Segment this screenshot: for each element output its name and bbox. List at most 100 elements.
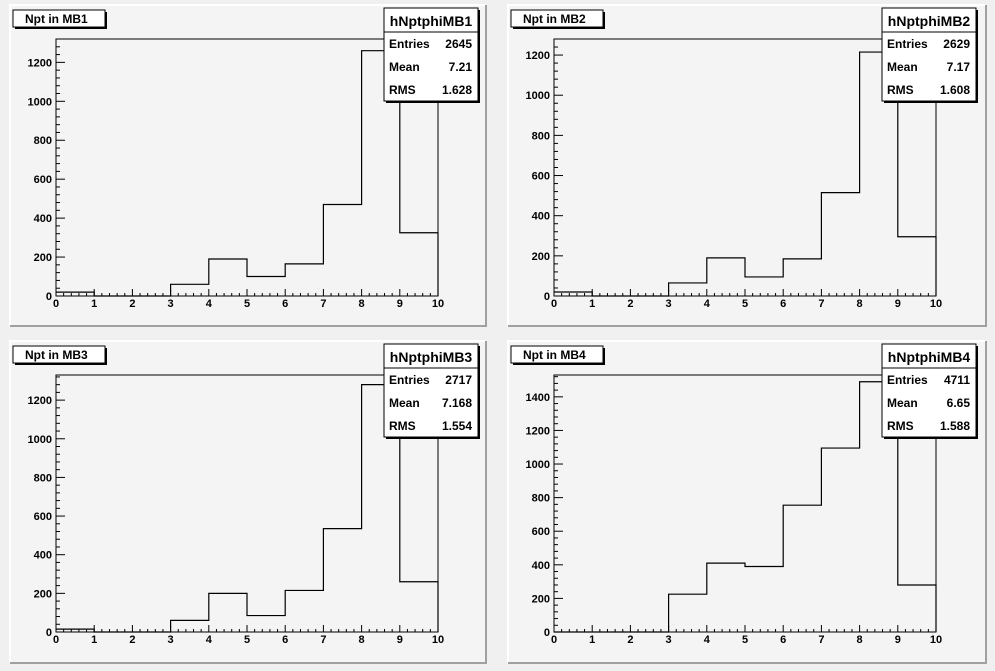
histogram-bin [171,620,209,632]
histogram-bin [209,593,247,632]
stats-row-value: 7.21 [449,60,473,74]
y-tick-label: 0 [46,627,52,639]
y-tick-label: 800 [34,472,52,484]
histogram-bin [247,277,285,296]
x-tick-label: 5 [244,298,250,310]
chart-pad-2: 0 1 2 3 4 5 6 7 8 9 10 0 200 400 600 800 1000 1200 Npt in … [507,4,987,327]
y-tick-label: 800 [34,135,52,147]
stats-histogram-name: hNptphiMB3 [390,349,473,365]
stats-histogram-name: hNptphiMB2 [888,13,971,29]
x-tick-label: 9 [397,634,403,646]
x-tick-label: 4 [704,634,711,646]
histogram-bin [400,582,438,632]
stats-row-value: 7.168 [442,396,472,410]
title-box [12,345,106,364]
x-tick-label: 10 [930,634,942,646]
x-tick-label: 3 [666,634,672,646]
stats-box [881,7,977,102]
x-tick-label: 2 [627,298,633,310]
chart-title: Npt in MB3 [25,348,88,362]
x-tick-label: 0 [53,634,59,646]
x-tick-label: 7 [320,634,326,646]
histogram-bin [669,283,707,296]
stats-row-value: 1.554 [442,419,472,433]
x-tick-label: 1 [589,634,595,646]
stats-row-label: RMS [389,419,416,433]
x-tick-label: 8 [359,298,365,310]
y-tick-label: 1400 [526,392,550,404]
title-box [510,9,604,28]
x-tick-label: 0 [551,634,557,646]
y-tick-label: 200 [34,588,52,600]
histogram-bin [171,284,209,296]
stats-row-value: 1.628 [442,83,472,97]
stats-row-value: 1.588 [940,419,970,433]
y-tick-label: 600 [532,171,550,183]
y-tick-label: 1200 [28,395,52,407]
histogram-bin [247,616,285,632]
stats-row-value: 7.17 [947,60,971,74]
histogram-bin [285,590,323,632]
title-box [12,9,106,28]
x-tick-label: 10 [432,634,444,646]
pad-bevel-dark [508,341,987,664]
pad-bevel-light [507,340,986,663]
stats-box [881,343,977,438]
y-tick-label: 400 [532,560,550,572]
y-tick-label: 600 [34,174,52,186]
x-tick-label: 1 [91,634,97,646]
y-tick-label: 1200 [28,57,52,69]
x-tick-label: 2 [627,634,633,646]
x-tick-label: 6 [780,298,786,310]
x-tick-label: 3 [168,634,174,646]
chart-pad-3: 0 1 2 3 4 5 6 7 8 9 10 0 200 400 600 800 1000 1200 Npt in … [9,340,487,664]
x-tick-label: 7 [818,634,824,646]
x-tick-label: 2 [129,298,135,310]
chart-title: Npt in MB4 [523,348,586,362]
y-tick-label: 600 [34,511,52,523]
x-tick-label: 4 [206,298,213,310]
y-tick-label: 600 [532,526,550,538]
stats-histogram-name: hNptphiMB1 [390,13,473,29]
x-tick-label: 10 [930,298,942,310]
pad-bevel-dark [10,341,487,664]
chart-pad-1: 0 1 2 3 4 5 6 7 8 9 10 0 200 400 600 800 1000 1200 Npt in … [9,4,487,327]
y-tick-label: 400 [532,211,550,223]
stats-box [383,7,479,102]
stats-row-label: Mean [389,396,420,410]
x-tick-label: 9 [895,298,901,310]
stats-row-label: RMS [389,83,416,97]
histogram-bin [821,193,859,296]
x-tick-label: 9 [397,298,403,310]
title-box [510,345,604,364]
x-tick-label: 8 [857,298,863,310]
x-tick-label: 3 [168,298,174,310]
x-tick-label: 8 [359,634,365,646]
y-tick-label: 400 [34,213,52,225]
stats-row-label: Entries [887,373,928,387]
x-tick-label: 6 [282,298,288,310]
y-tick-label: 1000 [28,96,52,108]
stats-row-label: Mean [389,60,420,74]
x-tick-label: 6 [282,634,288,646]
pad-bevel-light [9,340,486,663]
histogram-bin [707,563,745,632]
stats-row-value: 2629 [943,37,970,51]
histogram-bin [898,237,936,296]
x-tick-label: 10 [432,298,444,310]
pad-bevel-dark [10,5,487,327]
x-tick-label: 8 [857,634,863,646]
x-tick-label: 5 [244,634,250,646]
stats-row-value: 4711 [944,373,970,387]
histogram-bin [783,259,821,296]
histogram-bin [400,233,438,296]
y-tick-label: 1000 [526,459,550,471]
stats-row-label: Entries [389,373,430,387]
stats-box [383,343,479,438]
stats-row-label: Entries [887,37,928,51]
histogram-bin [285,264,323,296]
pad-bevel-light [9,4,486,326]
y-tick-label: 200 [532,593,550,605]
histogram-bin [554,292,592,296]
